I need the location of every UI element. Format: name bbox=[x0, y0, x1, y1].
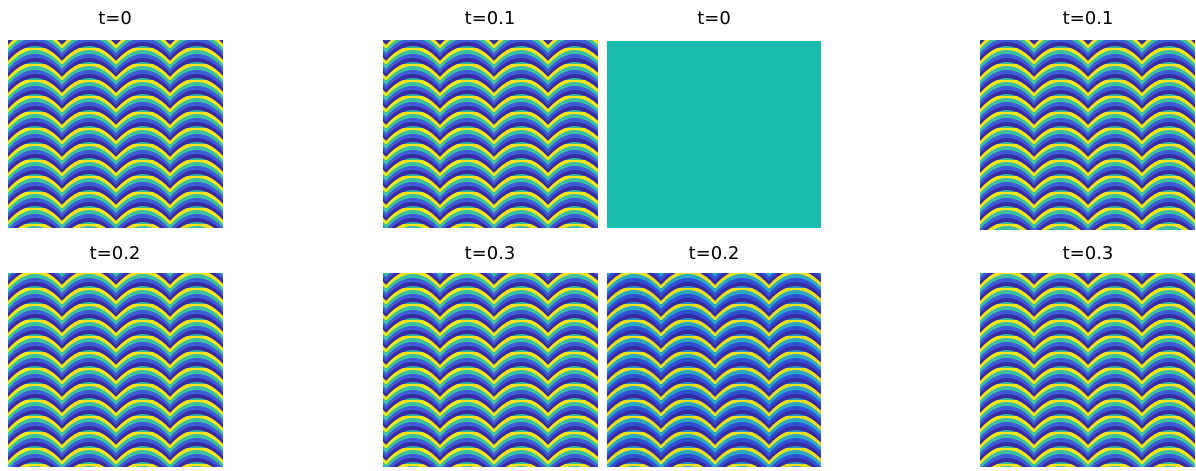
panel-title: t=0.3 bbox=[465, 243, 516, 264]
panel-title: t=0.1 bbox=[1063, 8, 1114, 29]
panel-image bbox=[980, 40, 1195, 230]
panel-title: t=0 bbox=[98, 8, 132, 29]
panel-title: t=0.2 bbox=[689, 243, 740, 264]
panel-image bbox=[607, 273, 821, 467]
panel-title: t=0.3 bbox=[1063, 243, 1114, 264]
panel-image bbox=[383, 40, 598, 228]
panel-image bbox=[8, 273, 223, 467]
figure: t=0 t=0.1 t=0 t=0.1 t=0.2 t=0.3 t=0.2 t=… bbox=[0, 0, 1196, 467]
panel-title: t=0.1 bbox=[465, 8, 516, 29]
panel-title: t=0.2 bbox=[90, 243, 141, 264]
panel-image bbox=[8, 40, 223, 228]
panel-image bbox=[383, 273, 598, 467]
panel-image bbox=[607, 41, 821, 228]
panel-title: t=0 bbox=[697, 8, 731, 29]
panel-image bbox=[980, 273, 1195, 467]
